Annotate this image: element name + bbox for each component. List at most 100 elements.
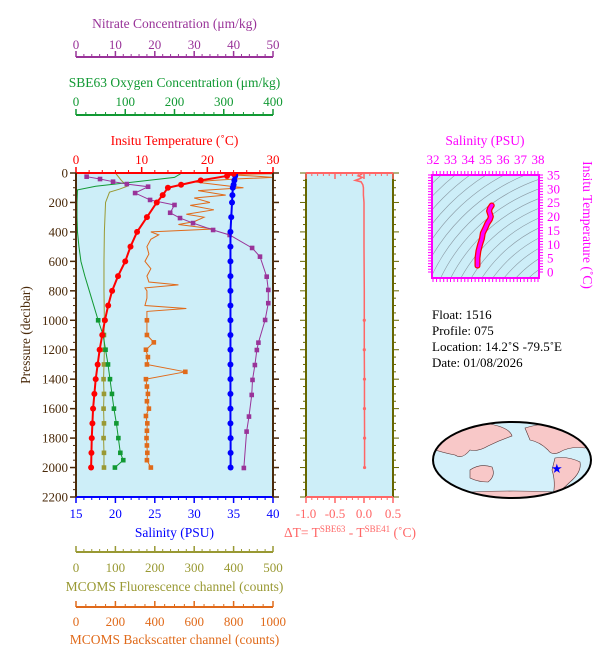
delta-t-title-part: (˚C) (390, 525, 416, 540)
salinity-point (227, 258, 234, 265)
backscatter-samples-point (144, 457, 150, 463)
map-land-south-america (551, 457, 581, 497)
salinity-point (227, 420, 234, 427)
salinity-point (227, 464, 234, 471)
tick-label: 25 (148, 506, 161, 521)
salinity-point (229, 192, 236, 199)
salinity-point (227, 228, 234, 235)
delta-t-title-part: - T (345, 525, 365, 540)
salinity-point (229, 199, 236, 206)
fluorescence-samples-point (101, 465, 107, 470)
tick-label: 0 (547, 265, 554, 280)
salinity-point (227, 435, 234, 442)
nitrate-point (124, 181, 130, 187)
delta-t-point (362, 407, 367, 411)
nitrate-point (249, 392, 255, 398)
backscatter-samples-point (144, 384, 150, 389)
temperature-point (105, 302, 112, 309)
density-contour (513, 268, 609, 442)
tick-label: 300 (184, 560, 204, 575)
tick-label: 34 (462, 152, 476, 167)
tick-label: 400 (224, 560, 244, 575)
delta-t-axis-title: ΔT= TSBE63 - TSBE41 (˚C) (284, 524, 416, 540)
tick-label: 40 (227, 37, 240, 52)
temperature-point (88, 449, 95, 456)
tick-label: 0 (73, 94, 80, 109)
tick-label: 0 (73, 37, 80, 52)
tick-label: 20 (109, 506, 122, 521)
nitrate-point (190, 220, 196, 226)
salinity-point (227, 346, 234, 353)
temperature-point (115, 273, 122, 280)
delta-t-plot-area (306, 173, 393, 497)
backscatter-axis-title: MCOMS Backscatter channel (counts) (70, 632, 280, 647)
salinity-point (227, 376, 234, 383)
salinity-point (227, 361, 234, 368)
tick-label: 1600 (42, 401, 68, 416)
delta-t-point (362, 318, 366, 322)
tick-label: 0 (73, 614, 80, 629)
tick-label: 1400 (42, 372, 68, 387)
nitrate-point (244, 429, 249, 434)
oxygen-axis: 0 100 200 300 400 SBE63 Oxygen Concentration … (69, 75, 283, 116)
delta-t-top-axis (305, 172, 394, 179)
tick-label: 20 (148, 37, 161, 52)
oxygen-samples-point (107, 376, 113, 382)
oxygen-samples-point (105, 362, 111, 367)
backscatter-samples-point (148, 465, 154, 470)
backscatter-samples-point (144, 332, 150, 338)
temperature-point (224, 173, 231, 179)
delta-t-title-part: SBE41 (365, 524, 391, 534)
nitrate-point (257, 254, 263, 259)
tick-label: 5 (547, 251, 554, 266)
temperature-point (122, 258, 129, 265)
temperature-point (178, 181, 185, 188)
tick-label: 200 (165, 94, 185, 109)
nitrate-point (167, 210, 173, 216)
backscatter-samples-point (143, 376, 149, 382)
tick-label: 0.5 (385, 506, 401, 521)
tick-label: 50 (267, 37, 280, 52)
tick-label: 2000 (42, 460, 68, 475)
temperature-point (134, 228, 141, 235)
oxygen-samples-series (95, 317, 126, 470)
density-contour (531, 286, 609, 424)
tick-label: 0 (73, 152, 80, 167)
nitrate-point (246, 414, 252, 419)
salinity-axis: 15 20 25 30 35 40 Salinity (PSU) (70, 496, 280, 540)
nitrate-point (210, 227, 216, 233)
float-id: Float: 1516 (432, 307, 492, 322)
nitrate-point (256, 340, 261, 345)
date: Date: 01/08/2026 (432, 355, 523, 370)
temperature-axis: 0 10 20 30 Insitu Temperature (˚C) (73, 133, 280, 174)
backscatter-profile-series (144, 173, 273, 321)
tick-label: 1000 (260, 614, 286, 629)
backscatter-samples-point (144, 317, 150, 323)
tick-label: 600 (49, 254, 69, 269)
ts-curve (475, 203, 494, 268)
tick-label: 10 (547, 237, 560, 252)
temperature-point (99, 332, 106, 338)
backscatter-samples-point (145, 391, 151, 397)
tick-label: 200 (49, 195, 69, 210)
tick-label: 0 (73, 560, 80, 575)
oxygen-samples-point (111, 406, 117, 411)
ts-x-axis-title: Salinity (PSU) (445, 133, 524, 148)
temperature-point (88, 435, 95, 442)
nitrate-point (145, 184, 151, 189)
tick-label: -1.0 (296, 506, 317, 521)
tick-label: 600 (184, 614, 204, 629)
salinity-point (227, 405, 234, 412)
oxygen-samples-point (118, 450, 123, 456)
fluorescence-samples-point (101, 362, 107, 367)
temperature-axis-title: Insitu Temperature (˚C) (111, 133, 239, 148)
nitrate-series (84, 174, 271, 471)
map-border (432, 421, 592, 499)
tick-label: 36 (497, 152, 511, 167)
tick-label: 35 (479, 152, 492, 167)
temperature-point (197, 177, 204, 184)
salinity-point (227, 302, 234, 309)
salinity-axis-title: Salinity (PSU) (135, 525, 214, 540)
ts-y-axis-title: Insitu Temperature (˚C) (580, 161, 595, 289)
tick-label: 400 (49, 224, 69, 239)
